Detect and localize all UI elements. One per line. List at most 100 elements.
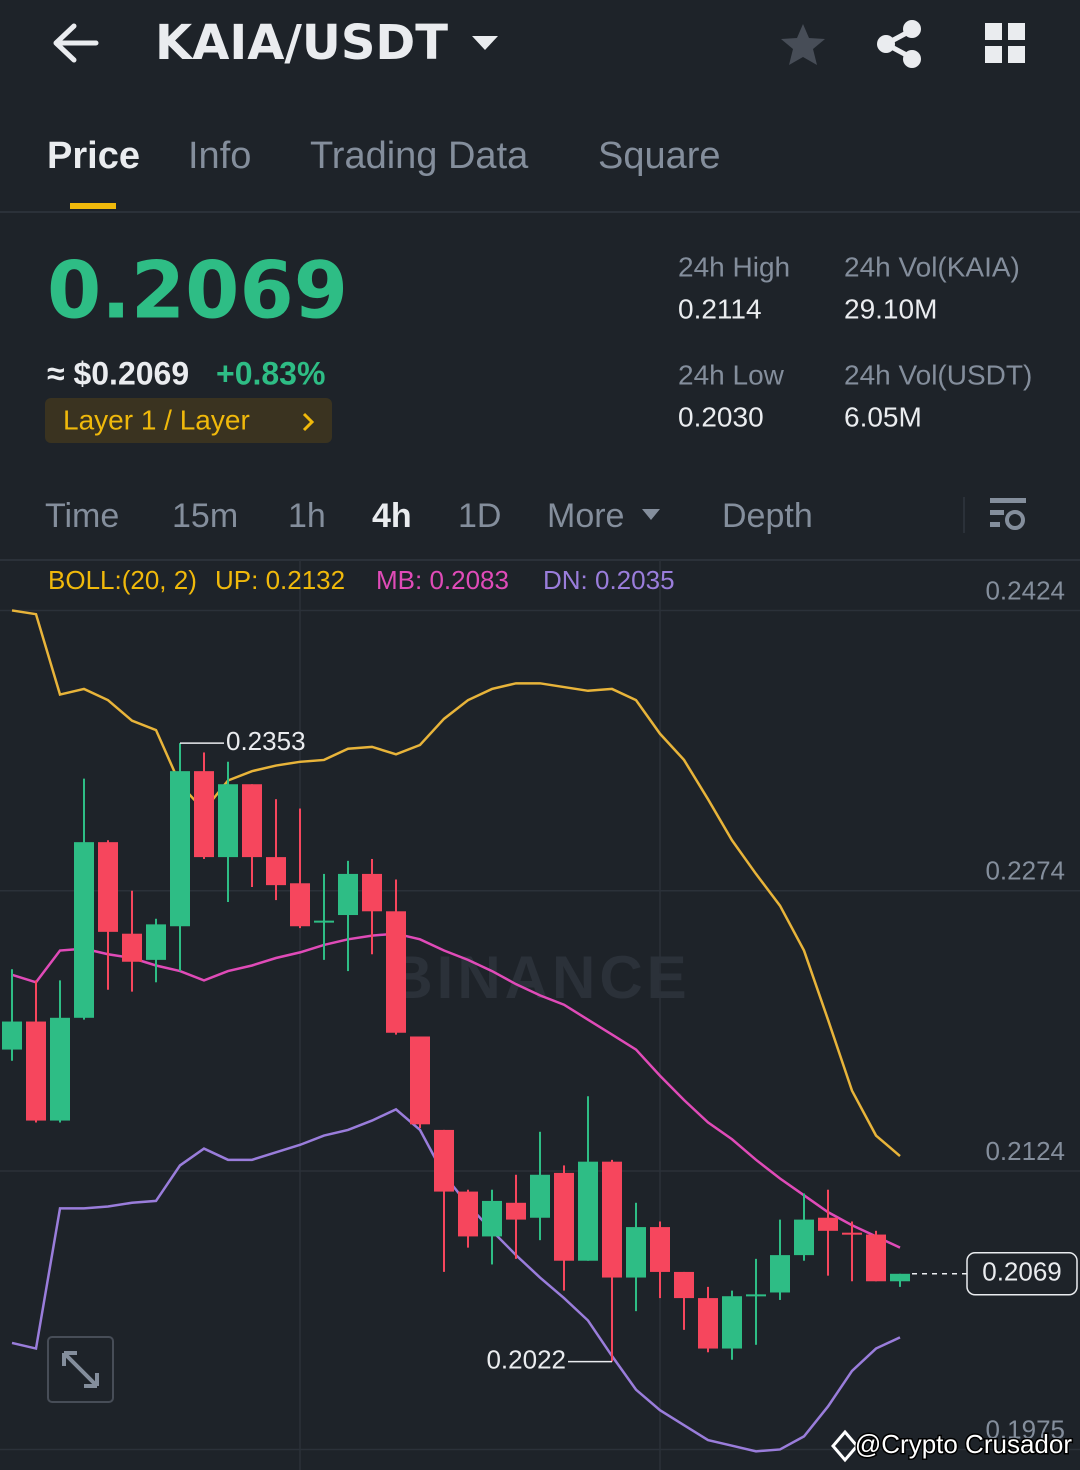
tab-indicator <box>70 203 116 209</box>
candle-body <box>218 784 238 858</box>
last-price: 0.2069 <box>47 246 348 336</box>
tab[interactable]: Trading Data <box>310 135 529 177</box>
share-dot <box>903 50 921 68</box>
candle-body <box>626 1227 646 1278</box>
band-line <box>11 932 901 1249</box>
candle-body <box>890 1273 910 1282</box>
watermark-logo <box>831 1429 859 1463</box>
candle-body <box>746 1294 766 1297</box>
favorite-star[interactable] <box>781 24 825 65</box>
stat-value: 0.2030 <box>678 401 764 432</box>
grid-square <box>1008 46 1025 63</box>
fullscreen-button[interactable] <box>47 1336 114 1403</box>
chart-watermark: BINANCE <box>389 944 690 1011</box>
candle-body <box>50 1017 70 1121</box>
stat-label: 24h Vol(KAIA) <box>844 251 1020 282</box>
candle-body <box>602 1161 622 1278</box>
min-label: 0.2022 <box>486 1344 566 1374</box>
candle-body <box>146 924 166 960</box>
y-tick-label: 0.2424 <box>985 575 1065 605</box>
candle-body <box>842 1232 862 1235</box>
fullscreen-arrow <box>62 1351 99 1388</box>
indicator-dn: DN: 0.2035 <box>543 565 675 595</box>
back-button[interactable] <box>53 23 99 63</box>
candle-body <box>650 1227 670 1272</box>
band-line <box>11 609 901 1158</box>
interval[interactable]: 4h <box>372 497 412 535</box>
candle-body <box>98 842 118 932</box>
grid-menu-icon[interactable] <box>985 23 1025 63</box>
tag-label: Layer 1 / Layer <box>63 404 250 435</box>
candle-body <box>866 1234 886 1282</box>
candle-body <box>74 842 94 1018</box>
chart-settings[interactable] <box>990 498 1026 530</box>
band-line <box>11 1107 901 1453</box>
tab[interactable]: Square <box>598 135 721 177</box>
settings-gear <box>1005 510 1025 530</box>
candle-body <box>770 1255 790 1293</box>
interval[interactable]: 1h <box>288 497 326 535</box>
last-price-label: 0.2069 <box>982 1257 1062 1287</box>
candle-body <box>578 1161 598 1261</box>
candle-body <box>794 1219 814 1256</box>
pair-title[interactable]: KAIA/USDT <box>155 15 448 71</box>
candle-body <box>122 933 142 962</box>
indicator-name: BOLL:(20, 2) <box>48 565 197 595</box>
grid-square <box>1008 23 1025 40</box>
usd-price: ≈ $0.2069 <box>47 355 189 391</box>
interval[interactable]: 1D <box>458 497 501 535</box>
indicator-up: UP: 0.2132 <box>215 565 345 595</box>
back-arrow <box>53 23 99 63</box>
candle-body <box>194 771 214 858</box>
grid-square <box>985 46 1002 63</box>
share-dot <box>877 35 895 53</box>
grid-square <box>985 23 1002 40</box>
settings-bar <box>990 510 1004 515</box>
candle-body <box>2 1021 22 1050</box>
candle-body <box>170 771 190 927</box>
more-dropdown[interactable] <box>642 509 660 520</box>
candle-chart: 0.2424 0.2274 0.2124 0.1975 0.2353 0.2022 0.20… <box>0 575 1080 1453</box>
candle-body <box>290 883 310 927</box>
candle-body <box>554 1172 574 1261</box>
stat-label: 24h Low <box>678 359 785 390</box>
candle-body <box>530 1174 550 1218</box>
interval[interactable]: 15m <box>172 497 238 535</box>
tag-chip[interactable] <box>45 398 332 443</box>
tab[interactable]: Price <box>47 135 140 177</box>
fullscreen-box <box>47 1336 114 1403</box>
interval[interactable]: Time <box>45 497 119 535</box>
tag-chevron <box>302 412 315 432</box>
candle-body <box>26 1021 46 1121</box>
stat-label: 24h Vol(USDT) <box>844 359 1032 390</box>
stat-value: 6.05M <box>844 401 922 432</box>
candle-body <box>674 1271 694 1299</box>
pair-dropdown[interactable] <box>472 36 498 50</box>
candle-body <box>482 1200 502 1237</box>
tab[interactable]: Info <box>188 135 251 177</box>
watermark: @Crypto Crusador <box>855 1429 1072 1459</box>
stat-value: 29.10M <box>844 293 937 324</box>
candle-body <box>698 1298 718 1349</box>
y-tick-label: 0.2274 <box>985 856 1065 886</box>
candle-body <box>410 1036 430 1125</box>
candle-body <box>818 1217 838 1231</box>
share-icon[interactable] <box>877 20 921 68</box>
y-tick-label: 0.1975 <box>985 1414 1065 1444</box>
share-dot <box>903 20 921 38</box>
price-change: +0.83% <box>216 355 325 391</box>
last-price-box <box>966 1252 1078 1296</box>
candle-body <box>266 857 286 886</box>
candle-body <box>458 1191 478 1237</box>
candle-body <box>314 920 334 923</box>
settings-bar <box>990 498 1026 503</box>
interval[interactable]: More <box>547 497 624 535</box>
candle-body <box>434 1129 454 1192</box>
stat-value: 0.2114 <box>678 293 762 324</box>
interval[interactable]: Depth <box>722 497 813 535</box>
indicator-mb: MB: 0.2083 <box>376 565 509 595</box>
candle-body <box>338 873 358 916</box>
max-label: 0.2353 <box>226 726 306 756</box>
